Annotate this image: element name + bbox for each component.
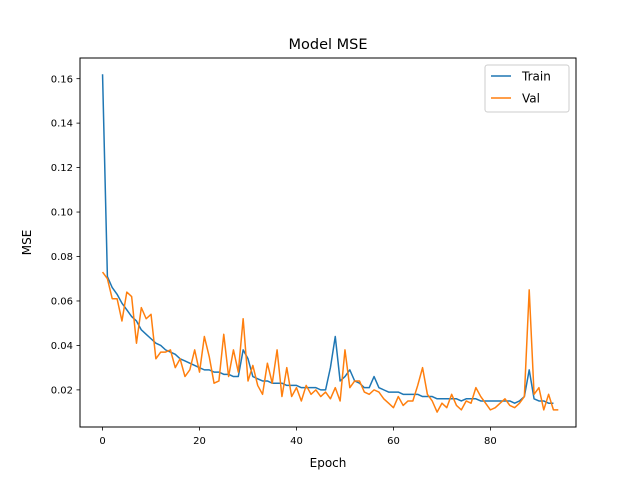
series-line-val	[101, 271, 559, 413]
legend-label-val: Val	[522, 92, 540, 106]
legend-label-train: Train	[521, 70, 551, 84]
x-tick-label: 0	[99, 436, 105, 447]
y-tick-label: 0.04	[51, 341, 73, 352]
x-tick-label: 60	[387, 436, 400, 447]
y-tick-label: 0.08	[51, 252, 73, 263]
y-tick-label: 0.16	[51, 74, 73, 85]
x-tick-label: 20	[193, 436, 206, 447]
series-line-train	[101, 74, 554, 404]
x-axis: 0 20 40 60 80	[99, 427, 497, 447]
plot-area	[101, 74, 559, 413]
legend: Train Val	[484, 64, 570, 113]
y-tick-label: 0.06	[51, 297, 73, 308]
y-tick-label: 0.14	[51, 119, 73, 130]
x-axis-label: Epoch	[310, 456, 347, 470]
y-axis-label: MSE	[20, 230, 34, 256]
x-tick-label: 80	[484, 436, 497, 447]
chart-title: Model MSE	[288, 37, 367, 53]
y-axis: 0.02 0.04 0.06 0.08 0.10 0.12 0.14 0.16	[51, 74, 80, 396]
y-tick-label: 0.12	[51, 163, 73, 174]
y-tick-label: 0.10	[51, 208, 73, 219]
y-tick-label: 0.02	[51, 385, 73, 396]
x-tick-label: 40	[290, 436, 303, 447]
plot-frame	[79, 57, 577, 428]
